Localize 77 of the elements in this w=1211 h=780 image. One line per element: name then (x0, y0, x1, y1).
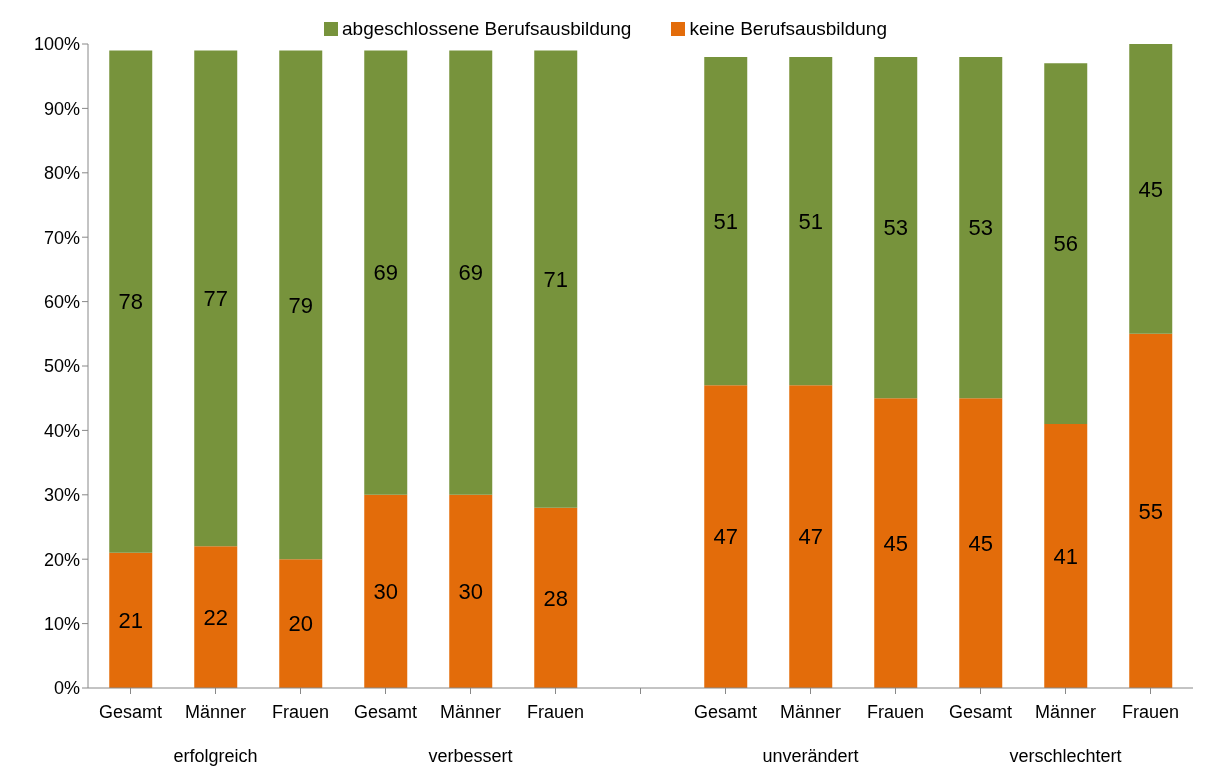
data-label: 53 (968, 215, 993, 241)
text: verbessert (428, 746, 513, 766)
data-label: 69 (373, 260, 398, 286)
data-label: 28 (543, 585, 568, 611)
data-label: 47 (713, 524, 738, 550)
y-tick-label: 50% (43, 356, 80, 377)
x-tick-label: Gesamt (693, 702, 758, 722)
y-tick-label: 0% (53, 678, 80, 699)
bar (364, 494, 408, 688)
bar (279, 559, 323, 688)
y-tick-label: 80% (43, 163, 80, 184)
bar (874, 56, 918, 399)
bar (959, 56, 1003, 399)
data-label: 69 (458, 260, 483, 286)
data-label: 30 (373, 579, 398, 605)
bar (789, 385, 833, 688)
y-tick-label: 90% (43, 98, 80, 119)
x-tick-label: Frauen (1121, 702, 1180, 722)
x-tick-label: Männer (439, 702, 502, 722)
x-tick-label: Gesamt (98, 702, 163, 722)
bar (789, 56, 833, 386)
bar (1129, 333, 1173, 688)
data-label: 55 (1138, 498, 1163, 524)
data-label: 79 (288, 292, 313, 318)
text: erfolgreich (173, 746, 258, 766)
data-label: 78 (118, 289, 143, 315)
bar (1044, 63, 1088, 424)
bar (1044, 423, 1088, 688)
data-label: 45 (1138, 176, 1163, 202)
data-label: 71 (543, 266, 568, 292)
y-tick-label: 100% (33, 34, 80, 55)
bar (959, 398, 1003, 688)
bar (364, 50, 408, 495)
y-tick-label: 20% (43, 549, 80, 570)
data-label: 47 (798, 524, 823, 550)
bar (704, 385, 748, 688)
bar (194, 50, 238, 547)
x-tick-label: Gesamt (948, 702, 1013, 722)
bar (279, 50, 323, 560)
x-tick-label: Männer (184, 702, 247, 722)
legend-label: keine Berufsausbildung (688, 18, 887, 40)
bar (874, 398, 918, 688)
data-label: 22 (203, 604, 228, 630)
y-tick-label: 60% (43, 291, 80, 312)
x-tick-label: Frauen (526, 702, 585, 722)
data-label: 56 (1053, 231, 1078, 257)
data-label: 77 (203, 286, 228, 312)
data-label: 45 (968, 530, 993, 556)
bar (194, 546, 238, 688)
y-tick-label: 30% (43, 485, 80, 506)
x-tick-label: Männer (1034, 702, 1097, 722)
data-label: 45 (883, 530, 908, 556)
bar (109, 552, 153, 688)
y-tick-label: 10% (43, 613, 80, 634)
x-tick-label: Gesamt (353, 702, 418, 722)
data-label: 51 (798, 208, 823, 234)
y-tick-label: 70% (43, 227, 80, 248)
text: unverändert (762, 746, 859, 766)
bar (534, 507, 578, 688)
text: verschlechtert (1009, 746, 1122, 766)
y-tick-label: 40% (43, 420, 80, 441)
x-tick-label: Männer (779, 702, 842, 722)
data-label: 53 (883, 215, 908, 241)
data-label: 20 (288, 611, 313, 637)
data-label: 30 (458, 579, 483, 605)
data-label: 51 (713, 208, 738, 234)
bar (534, 50, 578, 508)
x-tick-label: Frauen (866, 702, 925, 722)
legend-label: abgeschlossene Berufsausbildung (341, 18, 632, 40)
bar (704, 56, 748, 386)
bar (449, 494, 493, 688)
bar (1129, 44, 1173, 334)
data-label: 21 (118, 608, 143, 634)
x-tick-label: Frauen (271, 702, 330, 722)
data-label: 41 (1053, 543, 1078, 569)
bar (449, 50, 493, 495)
bar (109, 50, 153, 553)
